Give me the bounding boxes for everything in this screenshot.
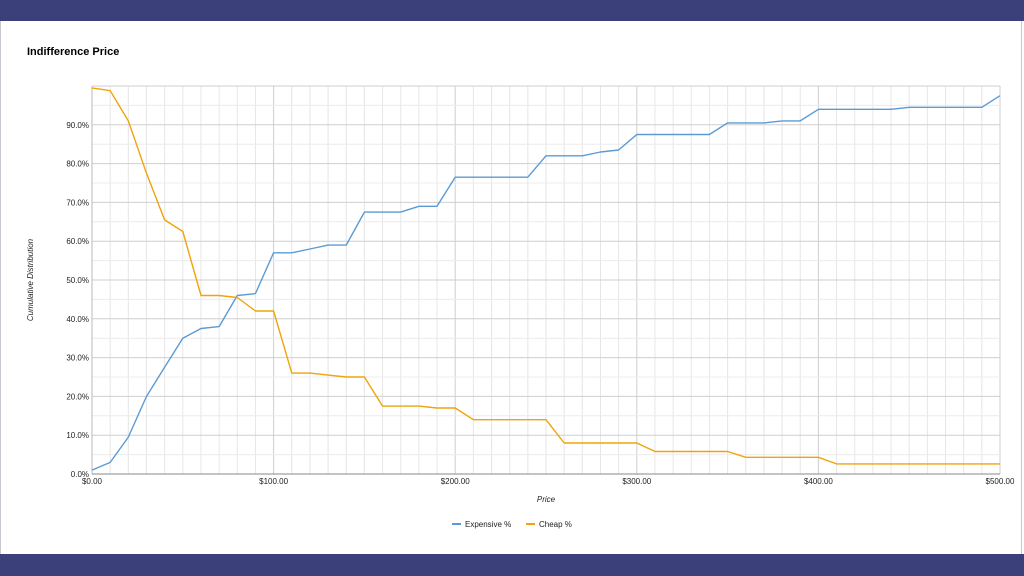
y-tick-label: 30.0% [66, 354, 89, 363]
y-axis-title: Cumulative Distribution [26, 238, 35, 321]
y-tick-label: 90.0% [66, 121, 89, 130]
y-tick-label: 10.0% [66, 431, 89, 440]
y-tick-label: 20.0% [66, 392, 89, 401]
series-line-cheap [91, 87, 1000, 465]
chart-grid [91, 85, 1001, 475]
y-tick-label: 40.0% [66, 315, 89, 324]
x-tick-label: $300.00 [622, 477, 651, 486]
y-tick-label: 70.0% [66, 198, 89, 207]
x-tick-label: $500.00 [986, 477, 1015, 486]
x-axis-title: Price [537, 495, 556, 504]
chart-tick-labels: $0.00 $100.00 $200.00 $300.00 $400.00 $500.00… [66, 121, 1015, 486]
chart-legend: Expensive % Cheap % [452, 520, 572, 529]
x-tick-label: $100.00 [259, 477, 288, 486]
series-line-expensive [91, 95, 1001, 471]
bottom-banner [0, 554, 1024, 576]
x-tick-label: $0.00 [82, 477, 103, 486]
chart-axes [91, 86, 1000, 475]
y-tick-label: 50.0% [66, 276, 89, 285]
slide-frame [0, 21, 1022, 554]
y-tick-label: 80.0% [66, 160, 89, 169]
x-tick-label: $400.00 [804, 477, 833, 486]
x-tick-label: $200.00 [441, 477, 470, 486]
y-tick-label: 60.0% [66, 237, 89, 246]
top-banner [0, 0, 1024, 21]
chart-title: Indifference Price [27, 46, 120, 58]
y-tick-label: 0.0% [71, 470, 89, 479]
legend-label-cheap: Cheap % [539, 520, 572, 529]
chart-series [91, 87, 1001, 471]
legend-label-expensive: Expensive % [465, 520, 511, 529]
line-chart: $0.00 $100.00 $200.00 $300.00 $400.00 $500.00… [26, 85, 1015, 529]
